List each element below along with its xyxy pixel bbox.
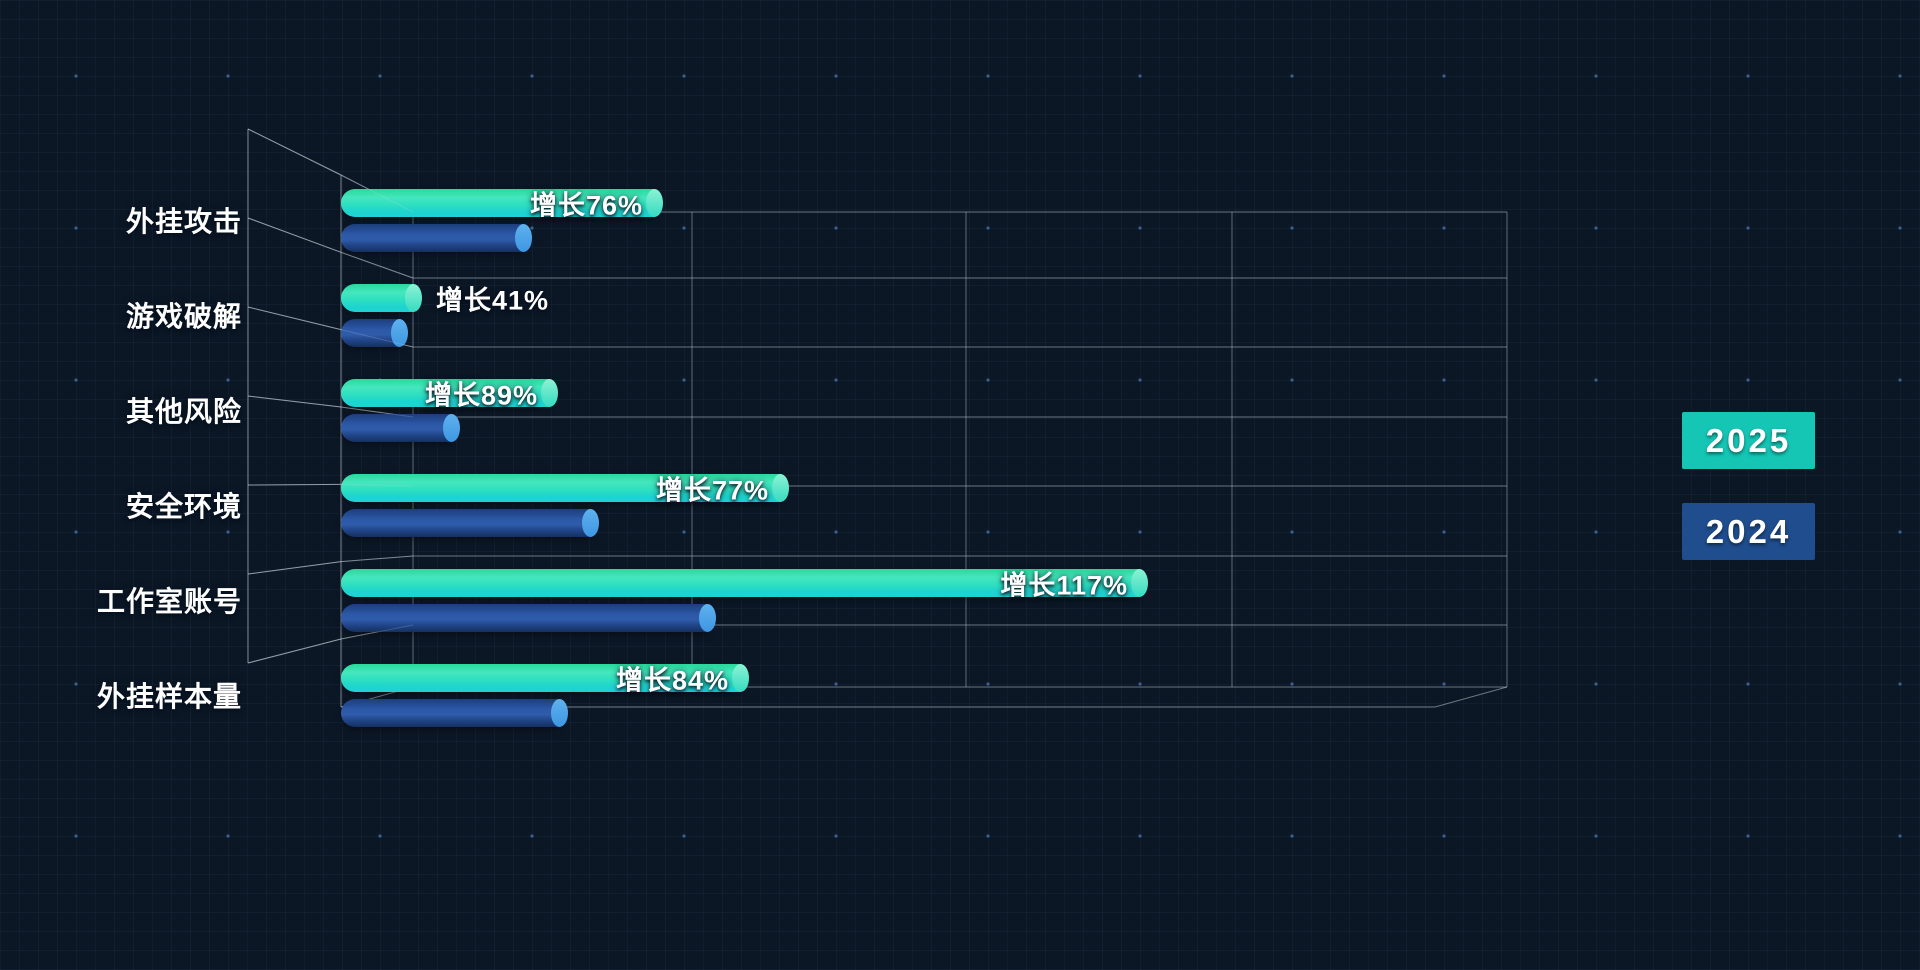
- grid-line: [247, 128, 342, 176]
- bar-end-cap: [646, 189, 663, 217]
- grid-line: [340, 251, 414, 279]
- bar-2025-4[interactable]: [341, 474, 789, 502]
- bar-2025-1[interactable]: [341, 189, 663, 217]
- bar-end-cap: [699, 604, 716, 632]
- growth-label: 增长76%: [529, 190, 643, 221]
- category-label: 外挂样本量: [96, 681, 242, 712]
- legend-label-2025: 2025: [1705, 421, 1792, 459]
- growth-label: 增长77%: [655, 475, 769, 506]
- growth-label: 增长41%: [436, 285, 550, 316]
- grid-line: [247, 638, 342, 664]
- grid-line: [1434, 686, 1508, 708]
- legend-item-2025[interactable]: 2025: [1682, 412, 1815, 469]
- bar-2024-5[interactable]: [341, 604, 716, 632]
- bar-2025-2[interactable]: [341, 284, 422, 312]
- growth-label: 增长117%: [1000, 570, 1128, 601]
- bar-end-cap: [541, 379, 558, 407]
- bar-2024-3[interactable]: [341, 414, 460, 442]
- category-label: 其他风险: [125, 396, 242, 427]
- category-label: 工作室账号: [96, 586, 242, 617]
- bar-2025-6[interactable]: [341, 664, 749, 692]
- category-label: 外挂攻击: [125, 206, 242, 237]
- bar-2024-1[interactable]: [341, 224, 532, 252]
- bar-2024-6[interactable]: [341, 699, 568, 727]
- bar-end-cap: [405, 284, 422, 312]
- legend: 2025 2024: [1682, 412, 1815, 594]
- grid-line: [340, 555, 414, 563]
- legend-item-2024[interactable]: 2024: [1682, 503, 1815, 560]
- grid-line: [247, 217, 342, 253]
- bar-2024-4[interactable]: [341, 509, 599, 537]
- bar-end-cap: [582, 509, 599, 537]
- growth-label: 增长89%: [424, 380, 538, 411]
- bar-end-cap: [732, 664, 749, 692]
- bar-2024-2[interactable]: [341, 319, 408, 347]
- legend-label-2024: 2024: [1705, 512, 1792, 550]
- bar-end-cap: [515, 224, 532, 252]
- category-label: 游戏破解: [125, 301, 242, 332]
- bar-end-cap: [1131, 569, 1148, 597]
- bar-2025-3[interactable]: [341, 379, 558, 407]
- bar-end-cap: [551, 699, 568, 727]
- grid-line: [247, 395, 342, 408]
- category-label: 安全环境: [125, 491, 242, 522]
- grid-line: [247, 561, 342, 575]
- growth-label: 增长84%: [615, 665, 729, 696]
- grid-line: [247, 306, 342, 331]
- bar-end-cap: [391, 319, 408, 347]
- bar-end-cap: [443, 414, 460, 442]
- bar-end-cap: [772, 474, 789, 502]
- grid-line: [247, 483, 342, 486]
- bar-2025-5[interactable]: [341, 569, 1148, 597]
